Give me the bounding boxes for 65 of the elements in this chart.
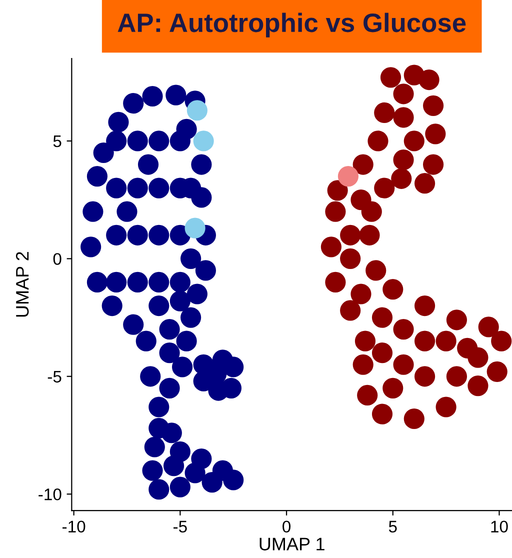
point	[404, 408, 424, 430]
point	[350, 284, 372, 304]
point	[354, 330, 376, 352]
point	[350, 190, 372, 210]
point	[320, 236, 342, 258]
point	[422, 95, 444, 116]
point	[380, 67, 402, 88]
point	[425, 124, 446, 144]
point	[327, 180, 348, 201]
point	[393, 150, 414, 170]
point	[372, 404, 393, 424]
point	[368, 130, 388, 152]
point	[325, 272, 346, 293]
y-tick-label: 0	[53, 253, 62, 265]
point	[186, 100, 208, 121]
point	[372, 342, 393, 364]
y-tick-label: -5	[48, 370, 62, 383]
point	[404, 130, 424, 152]
point	[414, 330, 436, 352]
point	[393, 354, 414, 375]
point	[340, 300, 361, 321]
point	[468, 376, 488, 396]
point	[478, 316, 499, 338]
point	[422, 154, 444, 175]
point	[393, 84, 414, 104]
point	[414, 173, 436, 194]
point	[374, 178, 395, 198]
point	[491, 330, 512, 352]
x-axis-title: UMAP 1	[260, 538, 324, 550]
x-tick-label: 10	[491, 520, 508, 533]
y-axis-title: UMAP 2	[16, 252, 29, 317]
x-tick-label: -10	[62, 520, 86, 533]
point	[436, 396, 456, 418]
y-tick-label: -10	[38, 488, 62, 500]
point	[338, 166, 359, 187]
x-tick-label: 0	[282, 520, 291, 533]
y-tick-label: 5	[53, 136, 62, 148]
point	[340, 248, 361, 269]
point	[193, 130, 214, 152]
point	[446, 366, 467, 387]
point	[393, 319, 414, 340]
x-tick-label: -5	[173, 520, 187, 533]
point	[366, 260, 386, 281]
point	[352, 354, 374, 375]
x-tick-label: 5	[388, 520, 397, 533]
chart-title: AP: Autotrophic vs Glucose	[118, 12, 466, 38]
point	[372, 307, 393, 328]
point	[184, 218, 206, 238]
point	[359, 224, 380, 246]
point	[325, 201, 346, 222]
point	[446, 310, 467, 330]
point	[382, 278, 404, 300]
point	[340, 224, 361, 246]
point	[352, 154, 374, 175]
point	[414, 295, 436, 316]
point	[418, 69, 440, 90]
point	[486, 361, 508, 382]
point	[374, 102, 395, 124]
point	[382, 378, 404, 398]
point	[436, 330, 456, 352]
point	[357, 384, 378, 406]
point	[391, 168, 412, 189]
point	[468, 347, 488, 368]
point	[414, 366, 436, 387]
point	[393, 107, 414, 128]
